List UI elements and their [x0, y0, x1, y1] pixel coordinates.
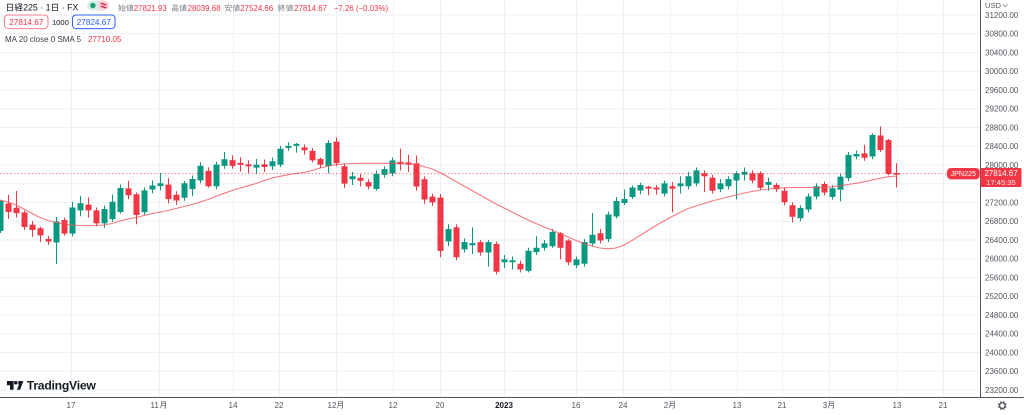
svg-text:25600.00: 25600.00: [985, 273, 1019, 282]
svg-text:13: 13: [733, 401, 742, 410]
svg-text:· FX: · FX: [62, 3, 79, 13]
svg-text:17:45:35: 17:45:35: [986, 178, 1016, 187]
svg-text:11: 11: [151, 401, 160, 410]
svg-text:28000.00: 28000.00: [985, 161, 1019, 170]
svg-text:28800.00: 28800.00: [985, 123, 1019, 132]
svg-text:28400.00: 28400.00: [985, 142, 1019, 151]
svg-text:25200.00: 25200.00: [985, 292, 1019, 301]
svg-text:28039.68: 28039.68: [188, 4, 222, 13]
svg-text:21: 21: [778, 401, 787, 410]
svg-text:27814.67: 27814.67: [984, 169, 1018, 178]
svg-text:13: 13: [893, 401, 902, 410]
svg-text:24400.00: 24400.00: [985, 330, 1019, 339]
svg-text:225 · 1: 225 · 1: [23, 3, 50, 13]
svg-text:2: 2: [664, 401, 669, 410]
svg-text:30000.00: 30000.00: [985, 67, 1019, 76]
svg-text:21: 21: [939, 401, 948, 410]
svg-text:29200.00: 29200.00: [985, 105, 1019, 114]
svg-text:30800.00: 30800.00: [985, 30, 1019, 39]
svg-text:USD: USD: [985, 1, 1002, 10]
svg-text:22: 22: [275, 401, 284, 410]
svg-text:26800.00: 26800.00: [985, 217, 1019, 226]
svg-text:30400.00: 30400.00: [985, 48, 1019, 57]
svg-text:MA 20 close 0 SMA 5: MA 20 close 0 SMA 5: [5, 35, 82, 44]
svg-text:12: 12: [389, 401, 398, 410]
svg-text:JPN225: JPN225: [951, 169, 977, 178]
svg-text:23600.00: 23600.00: [985, 367, 1019, 376]
svg-text:3: 3: [823, 401, 828, 410]
svg-text:27824.67: 27824.67: [77, 18, 112, 27]
svg-text:29600.00: 29600.00: [985, 86, 1019, 95]
svg-text:TradingView: TradingView: [27, 379, 97, 393]
svg-text:2023: 2023: [495, 401, 513, 410]
svg-text:27821.93: 27821.93: [134, 4, 168, 13]
svg-text:12: 12: [328, 401, 337, 410]
svg-text:27814.67: 27814.67: [9, 18, 44, 27]
svg-text:−7.26 (−0.03%): −7.26 (−0.03%): [334, 4, 389, 13]
svg-text:16: 16: [572, 401, 581, 410]
svg-text:24000.00: 24000.00: [985, 348, 1019, 357]
svg-text:27524.66: 27524.66: [240, 4, 274, 13]
svg-text:27200.00: 27200.00: [985, 198, 1019, 207]
svg-text:31200.00: 31200.00: [985, 11, 1019, 20]
svg-text:14: 14: [229, 401, 238, 410]
svg-text:26400.00: 26400.00: [985, 236, 1019, 245]
svg-text:1000: 1000: [52, 18, 69, 27]
svg-text:17: 17: [67, 401, 76, 410]
svg-text:24: 24: [619, 401, 628, 410]
svg-text:26000.00: 26000.00: [985, 255, 1019, 264]
svg-text:27710.05: 27710.05: [88, 35, 122, 44]
svg-text:24800.00: 24800.00: [985, 311, 1019, 320]
svg-text:20: 20: [436, 401, 445, 410]
svg-text:27814.67: 27814.67: [294, 4, 327, 13]
svg-text:23200.00: 23200.00: [985, 386, 1019, 395]
